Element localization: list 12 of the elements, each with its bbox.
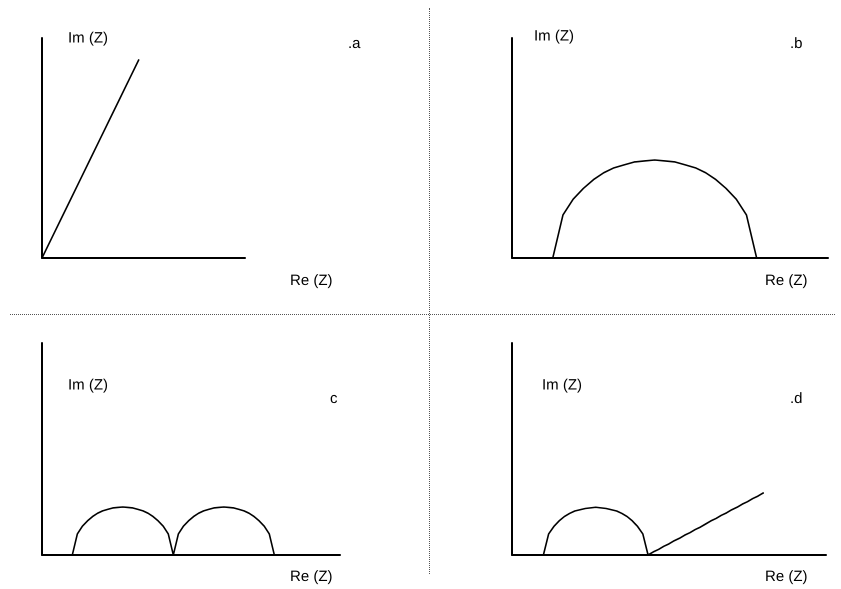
x-axis-title: Re (Z) bbox=[765, 272, 808, 289]
x-axis-title: Re (Z) bbox=[765, 568, 808, 585]
y-axis-title: Im (Z) bbox=[68, 30, 108, 46]
x-axis-title: Re (Z) bbox=[290, 568, 332, 585]
y-axis-title: Im (Z) bbox=[542, 376, 582, 394]
text: .a bbox=[348, 35, 362, 52]
text: .d bbox=[790, 390, 803, 407]
y-axis-title: Im (Z) bbox=[534, 28, 574, 44]
x-axis-title: Re (Z) bbox=[290, 272, 332, 289]
text: c bbox=[330, 390, 338, 407]
y-axis-title: Im (Z) bbox=[68, 376, 108, 394]
text: .b bbox=[790, 35, 803, 52]
